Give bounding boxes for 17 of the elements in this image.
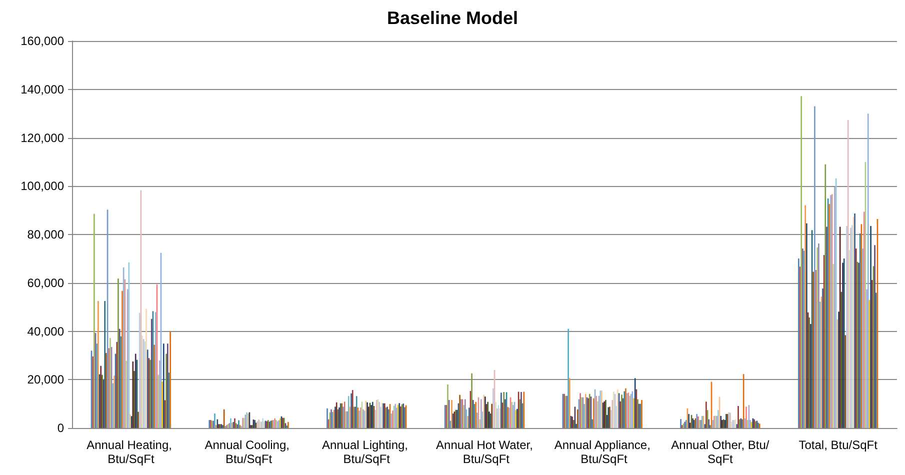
x-tick-label: Annual Appliance, Btu/SqFt xyxy=(554,438,650,466)
y-tick-label: 140,000 xyxy=(20,82,64,96)
y-tick-label: 100,000 xyxy=(20,179,64,194)
y-tick-label: 80,000 xyxy=(27,228,64,242)
x-tick-label: Total, Btu/SqFt xyxy=(798,438,878,452)
x-tick-label: Annual Other, Btu/SqFt xyxy=(671,438,770,466)
y-tick-label: 20,000 xyxy=(27,372,64,387)
x-tick-label: Annual Hot Water, Btu/SqFt xyxy=(436,438,533,466)
y-tick-label: 120,000 xyxy=(20,130,64,145)
x-tick-label: Annual Heating, Btu/SqFt xyxy=(86,438,176,466)
y-tick-label: 0 xyxy=(57,421,64,435)
y-tick-label: 160,000 xyxy=(20,34,64,48)
y-tick-label: 60,000 xyxy=(27,276,64,290)
y-tick-label: 40,000 xyxy=(27,324,64,338)
chart-title: Baseline Model xyxy=(386,8,518,28)
x-tick-label: Annual Cooling, Btu/SqFt xyxy=(204,438,293,466)
x-tick-label: Annual Lighting, Btu/SqFt xyxy=(322,438,412,466)
